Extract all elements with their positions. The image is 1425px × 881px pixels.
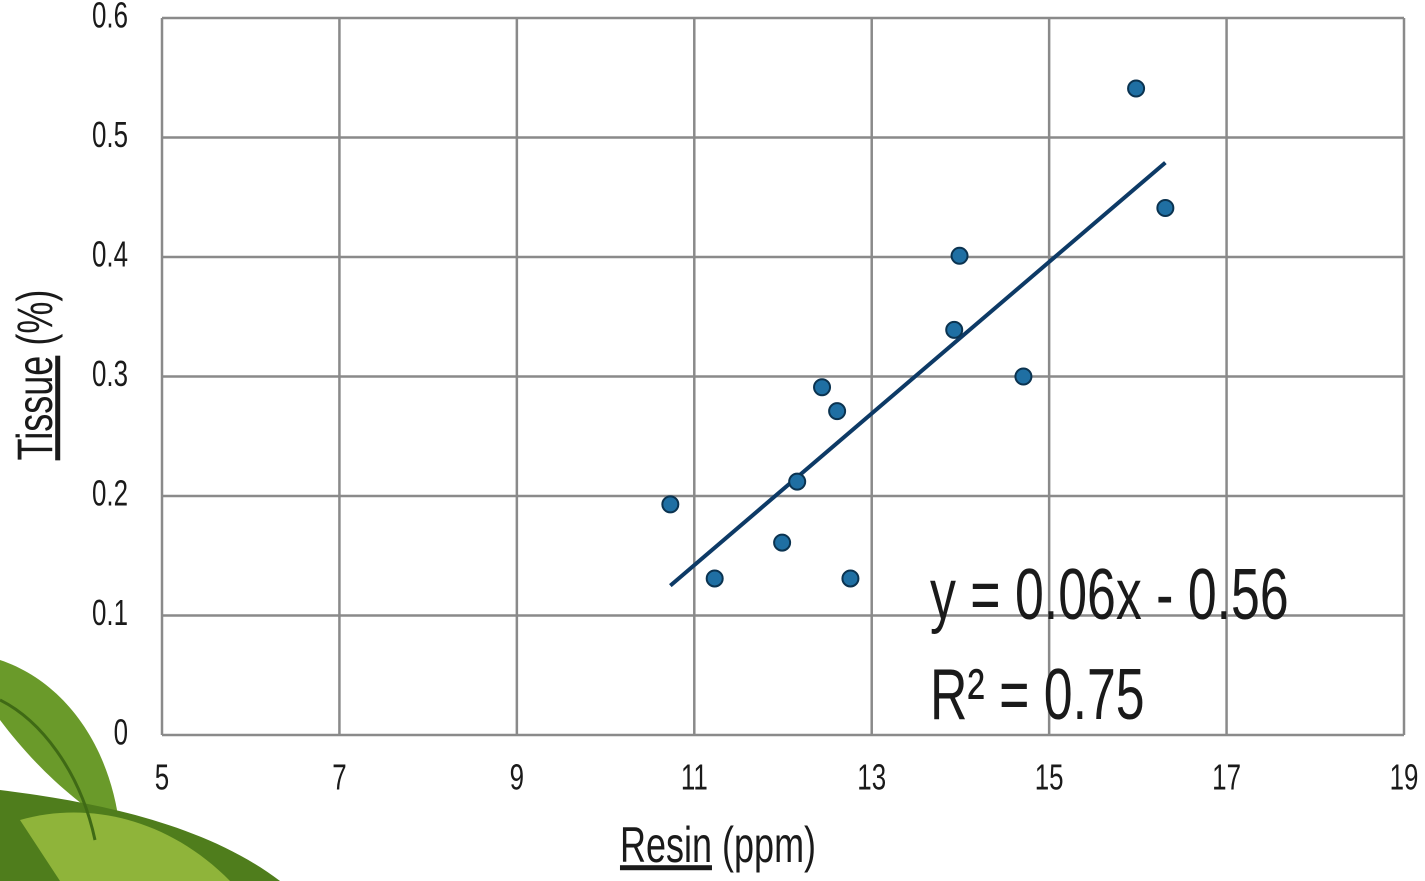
point: [705, 569, 724, 588]
y-tick-label: 0: [114, 712, 128, 752]
point: [773, 533, 792, 552]
y-tick-label: 0.6: [92, 0, 128, 36]
y-tick-label: 0.2: [92, 473, 128, 513]
y-axis-title: Tissue (%): [8, 290, 63, 461]
y-tick-label: 0.3: [92, 354, 128, 394]
x-axis-title: Resin (ppm): [620, 818, 816, 873]
point: [945, 320, 964, 339]
point: [841, 569, 860, 588]
y-axis-title-part: (%): [8, 290, 63, 346]
x-tick-label: 17: [1212, 757, 1241, 797]
point: [813, 378, 832, 397]
point: [950, 246, 969, 265]
x-tick-label: 5: [155, 757, 169, 797]
point: [1156, 199, 1175, 218]
x-tick-label: 7: [332, 757, 346, 797]
x-tick-label: 11: [681, 757, 708, 797]
y-tick-label: 0.5: [92, 115, 128, 155]
point: [661, 495, 680, 514]
y-axis-title-part: Tissue: [8, 356, 63, 461]
x-tick-label: 19: [1390, 757, 1419, 797]
x-tick-label: 9: [510, 757, 524, 797]
x-axis-title-part: Resin: [620, 818, 712, 873]
point: [828, 402, 847, 421]
point: [1014, 367, 1033, 386]
y-tick-label: 0.4: [92, 234, 128, 274]
point: [1127, 79, 1146, 98]
x-axis-title-part: (ppm): [722, 818, 816, 873]
y-tick-label: 0.1: [92, 593, 128, 633]
point: [788, 472, 807, 491]
trendline: [669, 161, 1167, 588]
x-tick-label: 15: [1035, 757, 1064, 797]
leaf-decoration: [0, 660, 280, 881]
equation: y = 0.06x - 0.56: [930, 555, 1289, 635]
x-tick-label: 13: [857, 757, 886, 797]
r-squared: R² = 0.75: [930, 655, 1145, 735]
